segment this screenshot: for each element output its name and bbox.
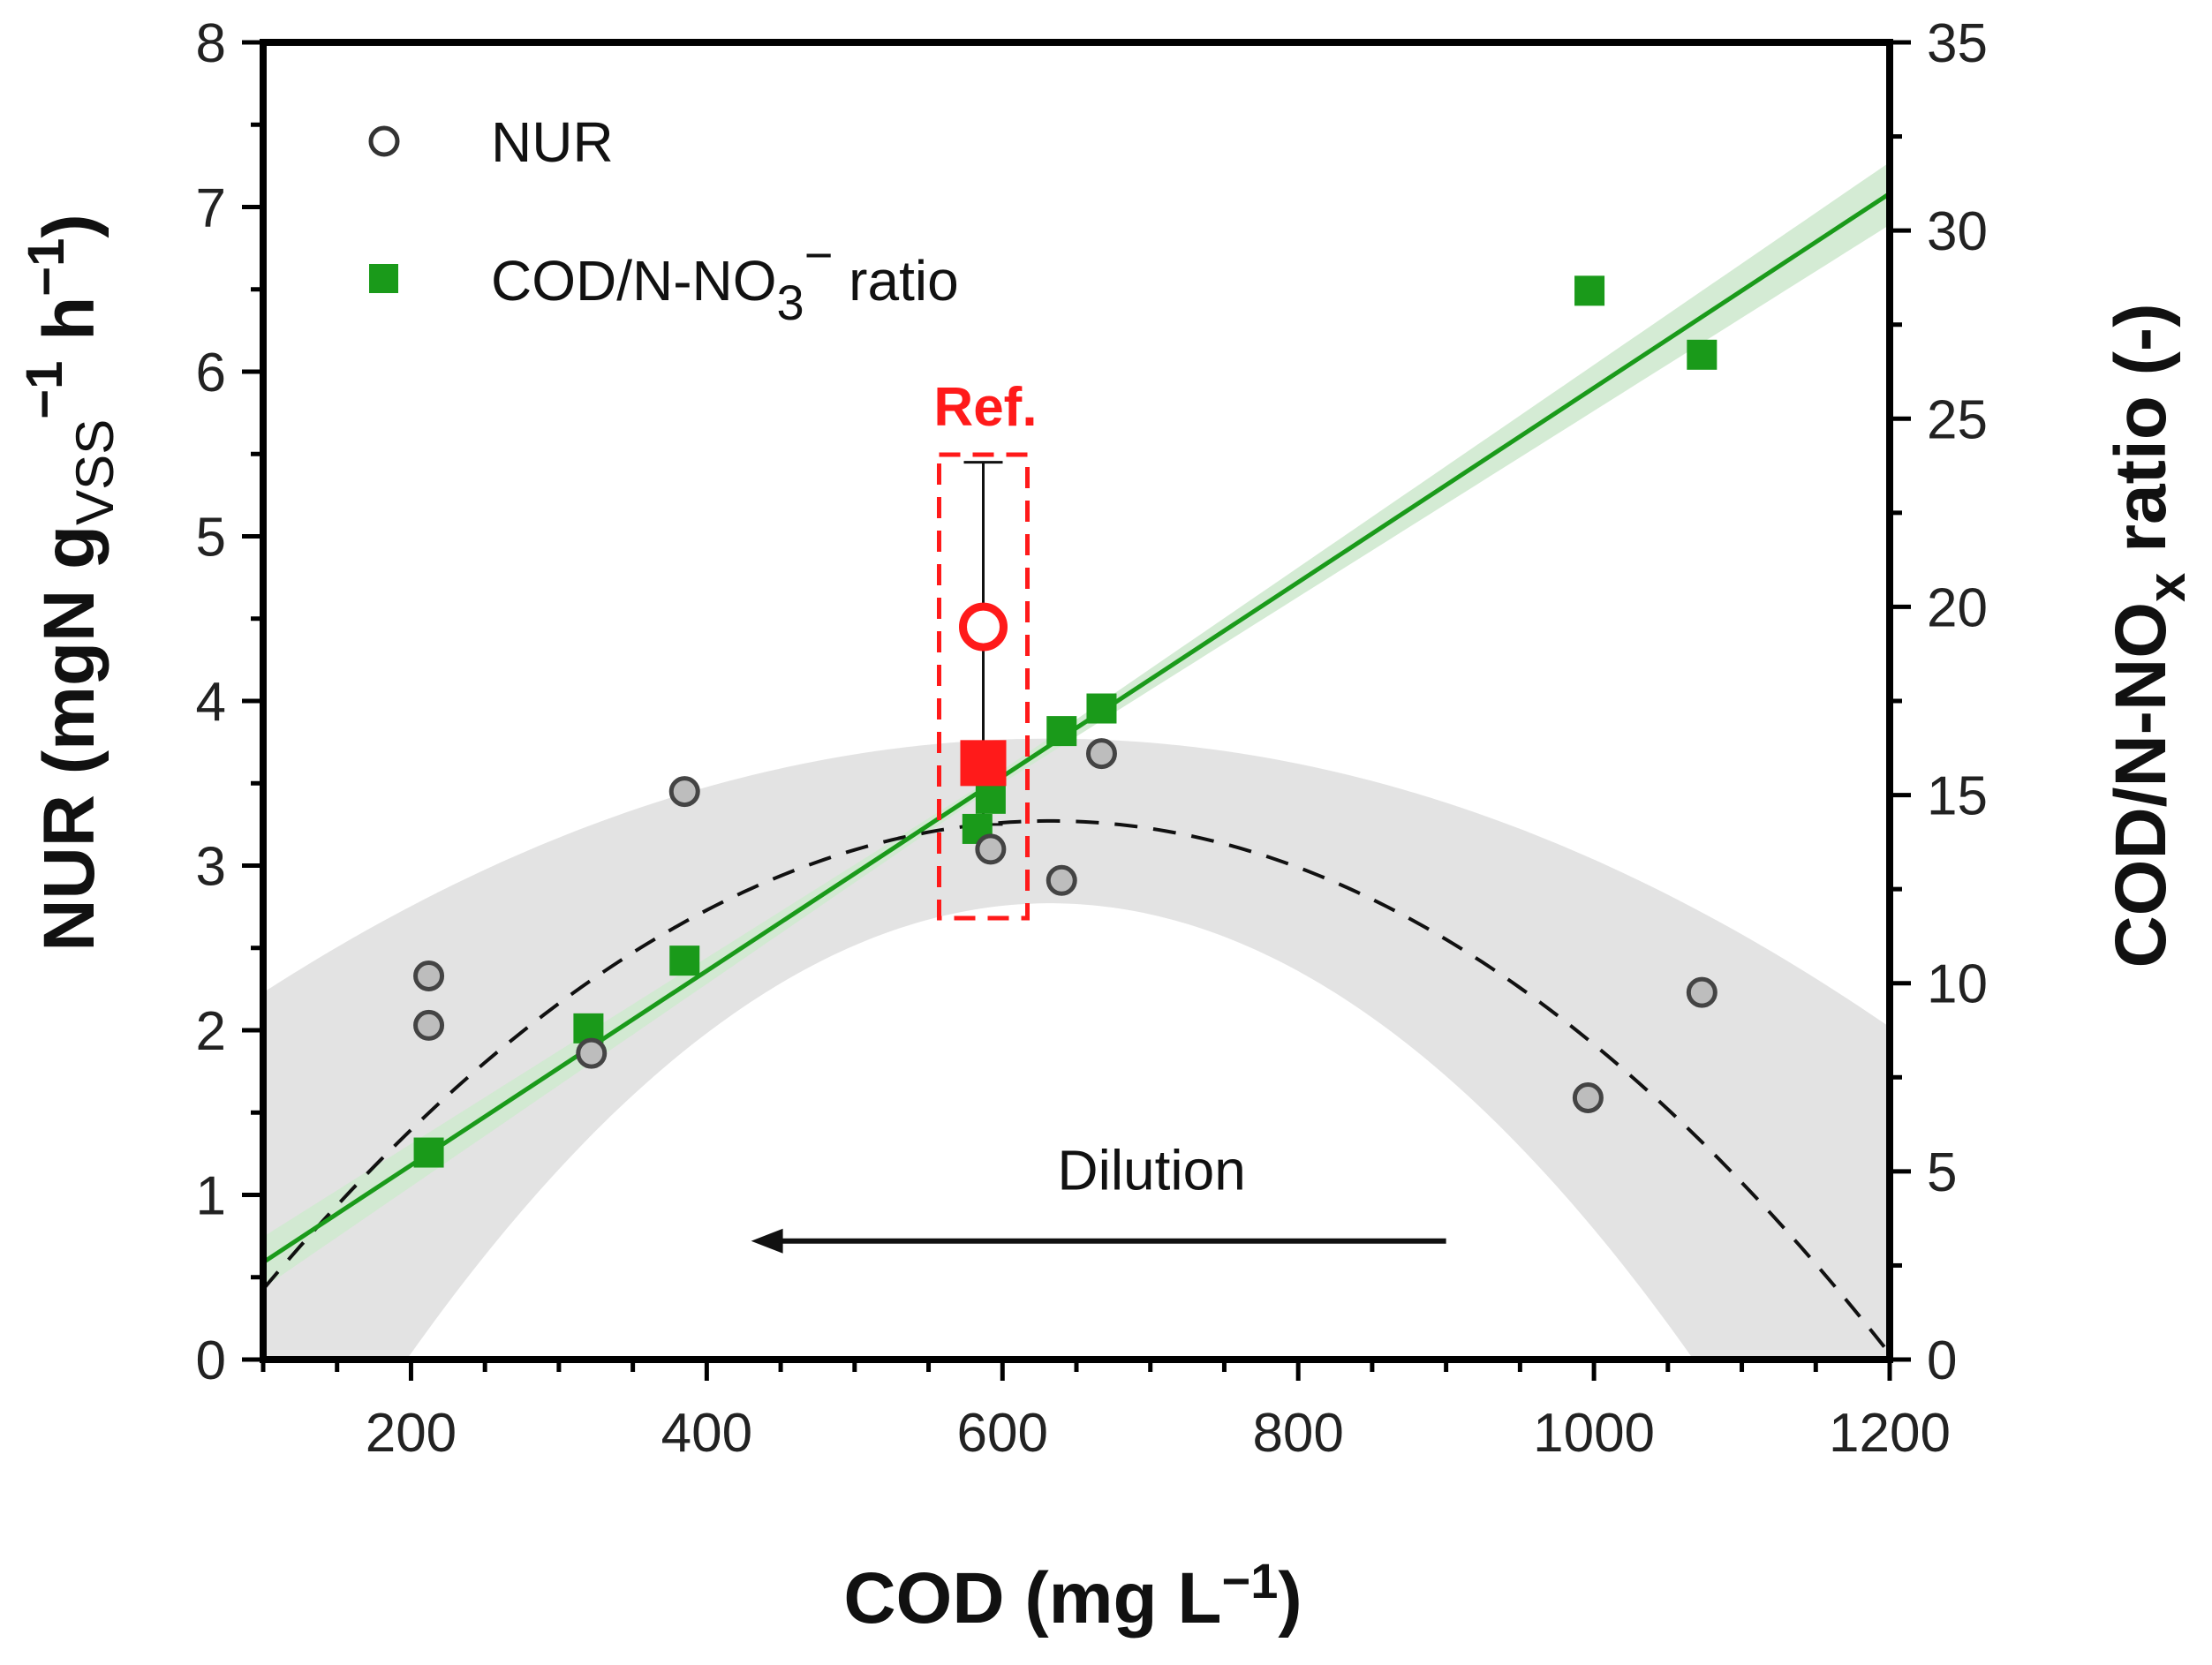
dilution-annotation: Dilution (751, 1139, 1446, 1254)
dilution-arrow-head (751, 1228, 783, 1254)
yr-tick-label-5: 5 (1927, 1142, 1957, 1203)
yr-tick-label-15: 15 (1927, 766, 1988, 827)
nur-point-5 (1046, 864, 1077, 896)
x-tick-label-1000: 1000 (1533, 1403, 1655, 1464)
legend-ratio-marker (369, 264, 398, 293)
ratio-point-4 (975, 783, 1006, 814)
yr-tick-label-10: 10 (1927, 954, 1988, 1015)
nur-point-2 (576, 1037, 608, 1069)
yl-tick-label-4: 4 (196, 672, 226, 733)
y-right-axis-title: COD/N-NOx ratio (-) (2101, 303, 2196, 968)
x-tick-label-800: 800 (1252, 1403, 1343, 1464)
x-tick-label-200: 200 (366, 1403, 457, 1464)
ratio-point-6 (1086, 693, 1117, 724)
legend-nur-label: NUR (491, 110, 614, 174)
yr-tick-label-25: 25 (1927, 389, 1988, 450)
yl-tick-label-5: 5 (196, 508, 226, 569)
ratio-point-8 (1687, 339, 1718, 370)
nur-point-4 (975, 833, 1007, 865)
ratio-point-7 (1574, 275, 1605, 306)
axes: 200 400 600 800 1000 1200 0 1 2 3 4 5 6 7 8 0 5 10 15 20 25 3… (196, 13, 1988, 1464)
yl-tick-label-6: 6 (196, 343, 226, 403)
yr-tick-label-35: 35 (1927, 13, 1988, 74)
yl-tick-label-1: 1 (196, 1166, 226, 1227)
dilution-label: Dilution (1057, 1139, 1245, 1202)
reference-nur-point (959, 602, 1008, 652)
yr-tick-label-30: 30 (1927, 201, 1988, 262)
nur-point-6 (1085, 738, 1117, 770)
ratio-point-0 (413, 1137, 444, 1168)
yr-tick-label-20: 20 (1927, 577, 1988, 638)
reference-dashed-box (937, 452, 1031, 921)
data-points (413, 275, 1718, 1168)
legend-ratio-label: COD/N-NO3− ratio (491, 227, 959, 330)
x-tick-label-400: 400 (661, 1403, 752, 1464)
nur-point-8 (1686, 976, 1718, 1008)
reference-ratio-point (960, 740, 1007, 787)
x-tick-label-1200: 1200 (1829, 1403, 1951, 1464)
yl-tick-label-7: 7 (196, 178, 226, 239)
yl-tick-label-8: 8 (196, 13, 226, 74)
nur-point-0 (413, 960, 445, 991)
x-axis-title: COD (mg L−1) (843, 1553, 1302, 1639)
legend-nur-marker (368, 125, 400, 157)
reference-label: Ref. (933, 377, 1037, 438)
yl-tick-label-0: 0 (196, 1330, 226, 1391)
ratio-point-2 (669, 946, 700, 976)
x-tick-label-600: 600 (957, 1403, 1048, 1464)
yr-tick-label-0: 0 (1927, 1330, 1957, 1391)
legend: NUR COD/N-NO3− ratio (368, 110, 959, 330)
y-left-axis-title: NUR (mgN gVSS−1 h−1) (16, 214, 125, 951)
nur-confidence-band (263, 738, 1890, 1360)
nur-point-3 (668, 776, 700, 808)
yl-tick-label-2: 2 (196, 1001, 226, 1062)
nur-fit-line (263, 818, 1890, 1355)
nur-point-1 (413, 1009, 445, 1041)
nur-point-7 (1572, 1081, 1604, 1113)
ratio-point-5 (1046, 716, 1077, 747)
yl-tick-label-3: 3 (196, 837, 226, 898)
